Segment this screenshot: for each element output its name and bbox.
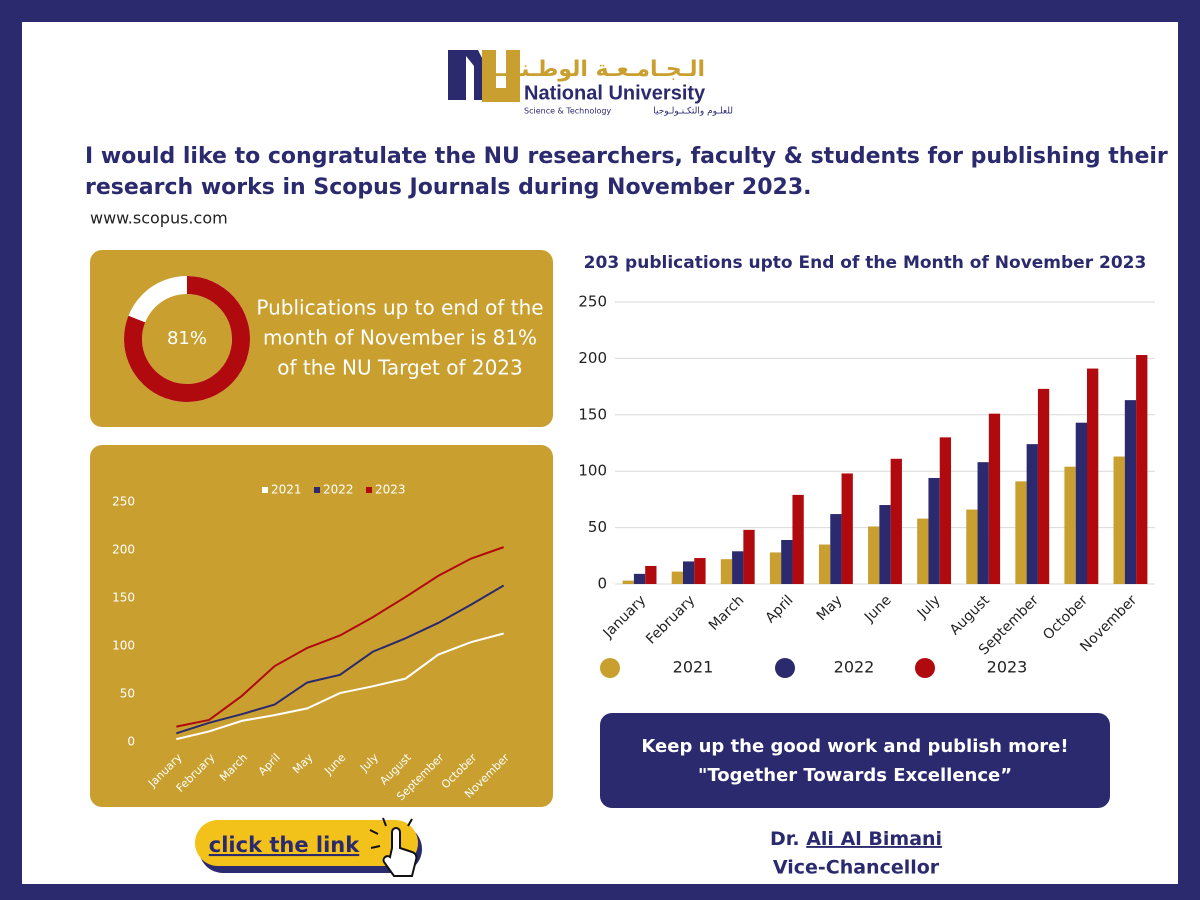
donut-annotation: of the NU Target of 2023 bbox=[277, 356, 523, 380]
y-tick-label: 200 bbox=[578, 349, 607, 367]
hand-icon bbox=[369, 817, 418, 877]
bar bbox=[1026, 444, 1038, 584]
legend-label: 2022 bbox=[834, 658, 875, 677]
bar bbox=[633, 573, 646, 584]
logo-mark bbox=[448, 50, 520, 102]
donut-arc bbox=[124, 276, 250, 402]
banner bbox=[600, 713, 1110, 808]
bar bbox=[1015, 481, 1027, 584]
bar bbox=[671, 571, 683, 584]
line-series bbox=[176, 546, 504, 728]
banner-line: Keep up the good work and publish more! bbox=[641, 736, 1068, 757]
bar bbox=[792, 494, 804, 584]
y-tick-label: 250 bbox=[578, 293, 607, 311]
logo-sub-arabic: للعلـوم والتكـنـولـوجيا bbox=[653, 107, 733, 117]
y-tick-label: 150 bbox=[112, 591, 135, 605]
line-panel bbox=[90, 445, 553, 807]
logo-arabic: الـجـامـعـة الوطـنـيـة bbox=[484, 57, 705, 82]
bar bbox=[622, 580, 634, 584]
legend-label: 2022 bbox=[323, 483, 354, 497]
bar bbox=[977, 462, 989, 584]
bar bbox=[694, 558, 706, 584]
y-tick-label: 50 bbox=[588, 518, 607, 536]
bar bbox=[1136, 355, 1148, 584]
y-tick-label: 100 bbox=[578, 462, 607, 480]
y-tick-label: 0 bbox=[597, 575, 607, 593]
legend-swatch bbox=[600, 658, 620, 678]
bar bbox=[720, 559, 733, 584]
legend-swatch bbox=[775, 658, 795, 678]
bar bbox=[1113, 456, 1125, 584]
bar bbox=[868, 526, 880, 584]
button-label[interactable]: click the link bbox=[209, 833, 360, 857]
y-tick-label: 250 bbox=[112, 495, 135, 509]
logo-name: National University bbox=[524, 82, 706, 104]
bar bbox=[1037, 388, 1050, 584]
legend-label: 2023 bbox=[375, 483, 406, 497]
y-tick-label: 200 bbox=[112, 543, 135, 557]
legend-swatch bbox=[314, 487, 320, 493]
link-button[interactable]: click the link bbox=[195, 817, 422, 877]
signature-prefix: Dr. bbox=[770, 828, 800, 850]
bar bbox=[841, 473, 853, 584]
bar bbox=[645, 565, 657, 584]
signature-person: Ali Al Bimani bbox=[806, 828, 942, 850]
message-line: I would like to congratulate the NU rese… bbox=[85, 144, 1168, 169]
legend-label: 2023 bbox=[987, 658, 1028, 677]
line-series bbox=[176, 632, 504, 741]
bar bbox=[1075, 422, 1088, 584]
donut-annotation: month of November is 81% bbox=[263, 326, 537, 350]
bar bbox=[966, 509, 978, 584]
bar bbox=[732, 551, 744, 584]
bar bbox=[743, 529, 755, 584]
bar bbox=[1124, 400, 1137, 584]
legend-label: 2021 bbox=[673, 658, 714, 677]
bar bbox=[988, 413, 1001, 584]
message-line: research works in Scopus Journals during… bbox=[85, 175, 812, 200]
line-series bbox=[176, 584, 505, 735]
legend-swatch bbox=[366, 487, 372, 493]
bar bbox=[928, 477, 940, 584]
y-tick-label: 150 bbox=[578, 405, 607, 423]
signature-role: Vice-Chancellor bbox=[773, 857, 940, 879]
button[interactable] bbox=[195, 820, 418, 866]
signature-name: Dr. Ali Al Bimani bbox=[770, 828, 942, 850]
bar bbox=[879, 505, 891, 584]
bar bbox=[781, 540, 793, 584]
bar bbox=[1087, 368, 1099, 584]
bar bbox=[890, 458, 902, 584]
bar bbox=[682, 561, 695, 584]
bar bbox=[830, 514, 842, 584]
donut-annotation: Publications up to end of the bbox=[256, 296, 543, 320]
legend-label: 2021 bbox=[271, 483, 302, 497]
legend-swatch bbox=[262, 487, 268, 493]
logo-sub: Science & Technology bbox=[524, 107, 611, 116]
y-tick-label: 0 bbox=[127, 735, 135, 749]
bar bbox=[769, 552, 782, 584]
bar bbox=[818, 544, 831, 584]
y-tick-label: 100 bbox=[112, 639, 135, 653]
chart-title: 203 publications upto End of the Month o… bbox=[584, 253, 1147, 273]
bar bbox=[939, 437, 952, 584]
donut-label: 81% bbox=[167, 328, 207, 349]
website: www.scopus.com bbox=[90, 209, 228, 228]
legend-swatch bbox=[915, 658, 935, 678]
bar bbox=[917, 518, 929, 584]
bar bbox=[1064, 466, 1076, 584]
banner-line: "Together Towards Excellence” bbox=[698, 765, 1012, 786]
y-tick-label: 50 bbox=[120, 687, 135, 701]
